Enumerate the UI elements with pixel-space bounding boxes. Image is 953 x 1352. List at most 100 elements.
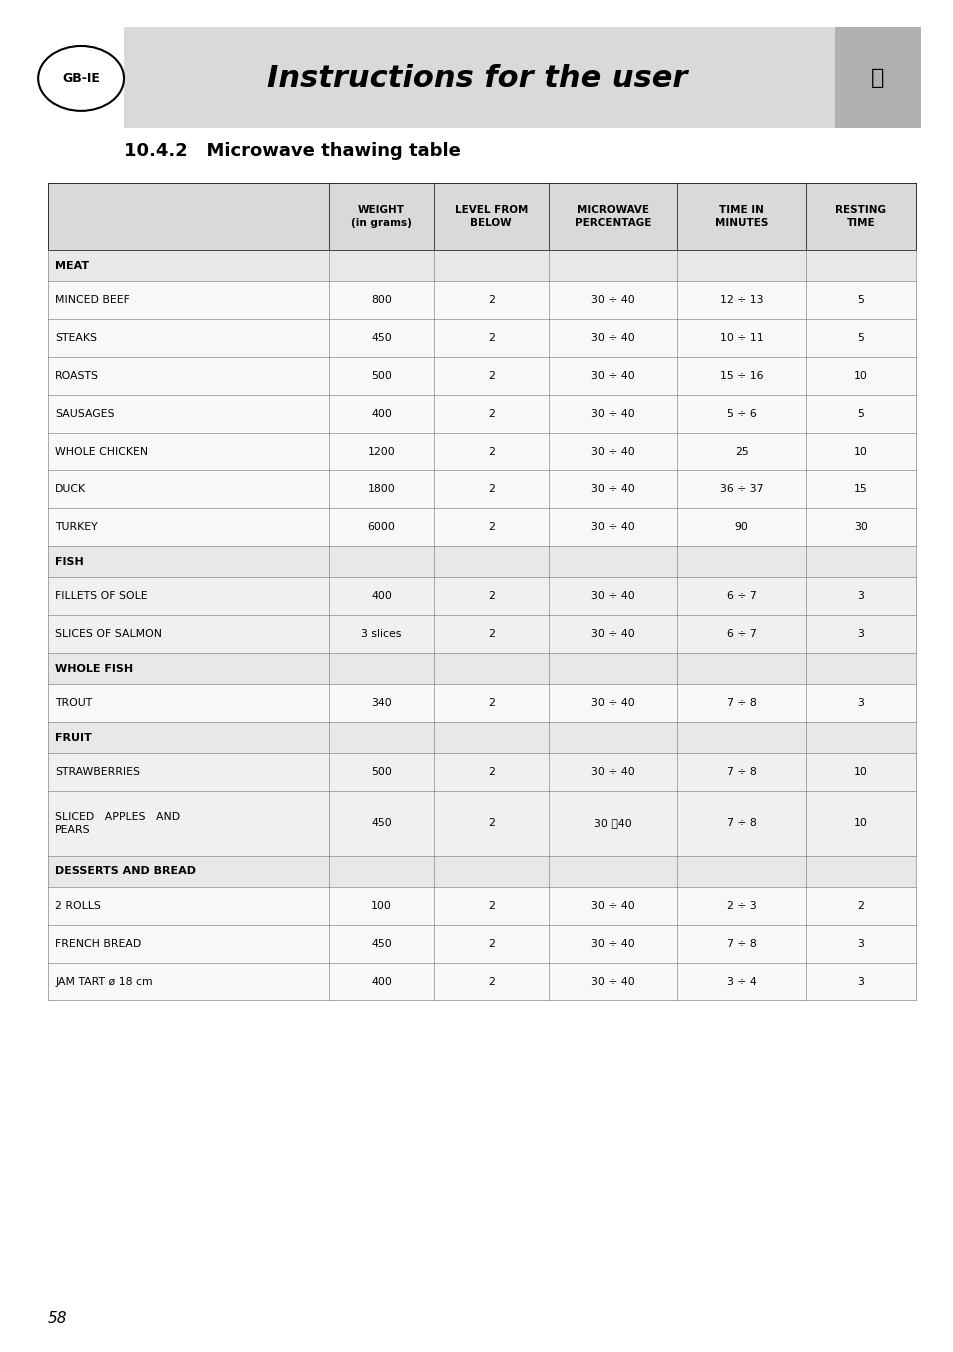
- Text: STRAWBERRIES: STRAWBERRIES: [55, 767, 140, 777]
- Text: 2: 2: [487, 295, 495, 306]
- Text: 7 ÷ 8: 7 ÷ 8: [726, 818, 756, 829]
- Text: 100: 100: [371, 900, 392, 911]
- Text: FISH: FISH: [55, 557, 84, 566]
- Text: TIME IN
MINUTES: TIME IN MINUTES: [715, 206, 767, 227]
- Text: 10: 10: [853, 767, 867, 777]
- Text: 7 ÷ 8: 7 ÷ 8: [726, 767, 756, 777]
- Text: 10: 10: [853, 446, 867, 457]
- FancyBboxPatch shape: [48, 470, 915, 508]
- Text: 2: 2: [487, 370, 495, 381]
- FancyBboxPatch shape: [48, 433, 915, 470]
- FancyBboxPatch shape: [48, 684, 915, 722]
- FancyBboxPatch shape: [48, 753, 915, 791]
- Text: SLICES OF SALMON: SLICES OF SALMON: [55, 629, 162, 639]
- FancyBboxPatch shape: [48, 722, 915, 753]
- Text: 36 ÷ 37: 36 ÷ 37: [720, 484, 762, 495]
- Text: 6 ÷ 7: 6 ÷ 7: [726, 629, 756, 639]
- Text: 3: 3: [857, 976, 863, 987]
- Text: 5: 5: [857, 333, 863, 343]
- Text: JAM TART ø 18 cm: JAM TART ø 18 cm: [55, 976, 152, 987]
- Text: 2: 2: [487, 698, 495, 708]
- Text: MEAT: MEAT: [55, 261, 90, 270]
- FancyBboxPatch shape: [48, 508, 915, 546]
- Text: 10: 10: [853, 818, 867, 829]
- Text: Instructions for the user: Instructions for the user: [267, 64, 686, 93]
- FancyBboxPatch shape: [48, 791, 915, 856]
- Text: 2: 2: [487, 333, 495, 343]
- Text: 3: 3: [857, 938, 863, 949]
- Text: 30 ÷ 40: 30 ÷ 40: [591, 900, 634, 911]
- Text: 30 ÷ 40: 30 ÷ 40: [591, 370, 634, 381]
- Text: DESSERTS AND BREAD: DESSERTS AND BREAD: [55, 867, 196, 876]
- FancyBboxPatch shape: [48, 250, 915, 281]
- FancyBboxPatch shape: [48, 925, 915, 963]
- Text: 450: 450: [371, 333, 392, 343]
- Text: 6 ÷ 7: 6 ÷ 7: [726, 591, 756, 602]
- Text: GB-IE: GB-IE: [62, 72, 100, 85]
- Text: 30 ÷ 40: 30 ÷ 40: [591, 767, 634, 777]
- Text: RESTING
TIME: RESTING TIME: [835, 206, 885, 227]
- Text: 30 ÷ 40: 30 ÷ 40: [591, 484, 634, 495]
- Text: 1200: 1200: [367, 446, 395, 457]
- Text: 3 ÷ 4: 3 ÷ 4: [726, 976, 756, 987]
- Text: 5: 5: [857, 295, 863, 306]
- Text: 15 ÷ 16: 15 ÷ 16: [720, 370, 762, 381]
- Text: 5 ÷ 6: 5 ÷ 6: [726, 408, 756, 419]
- Text: 400: 400: [371, 976, 392, 987]
- Text: 10 ÷ 11: 10 ÷ 11: [720, 333, 762, 343]
- Text: 7 ÷ 8: 7 ÷ 8: [726, 698, 756, 708]
- Text: 58: 58: [48, 1310, 67, 1326]
- Text: ROASTS: ROASTS: [55, 370, 99, 381]
- Text: 2: 2: [487, 938, 495, 949]
- Text: TROUT: TROUT: [55, 698, 92, 708]
- Text: 30 ÷ 40: 30 ÷ 40: [591, 295, 634, 306]
- FancyBboxPatch shape: [48, 546, 915, 577]
- FancyBboxPatch shape: [48, 963, 915, 1000]
- Text: 3: 3: [857, 698, 863, 708]
- Text: 3 slices: 3 slices: [361, 629, 401, 639]
- Text: 2: 2: [487, 900, 495, 911]
- Text: DUCK: DUCK: [55, 484, 87, 495]
- Text: 30: 30: [853, 522, 867, 533]
- Text: 🍴: 🍴: [870, 69, 883, 88]
- FancyBboxPatch shape: [48, 887, 915, 925]
- FancyBboxPatch shape: [48, 357, 915, 395]
- Text: 30 ⑰40: 30 ⑰40: [594, 818, 631, 829]
- Text: 30 ÷ 40: 30 ÷ 40: [591, 446, 634, 457]
- FancyBboxPatch shape: [48, 856, 915, 887]
- Text: SAUSAGES: SAUSAGES: [55, 408, 114, 419]
- Text: 30 ÷ 40: 30 ÷ 40: [591, 591, 634, 602]
- Text: 12 ÷ 13: 12 ÷ 13: [720, 295, 762, 306]
- Text: 2 ROLLS: 2 ROLLS: [55, 900, 101, 911]
- Text: 2: 2: [487, 818, 495, 829]
- Text: STEAKS: STEAKS: [55, 333, 97, 343]
- Text: 500: 500: [371, 767, 392, 777]
- Text: MICROWAVE
PERCENTAGE: MICROWAVE PERCENTAGE: [574, 206, 651, 227]
- Text: FRENCH BREAD: FRENCH BREAD: [55, 938, 141, 949]
- Text: 30 ÷ 40: 30 ÷ 40: [591, 333, 634, 343]
- Text: 2 ÷ 3: 2 ÷ 3: [726, 900, 756, 911]
- FancyBboxPatch shape: [48, 183, 915, 250]
- Text: FILLETS OF SOLE: FILLETS OF SOLE: [55, 591, 148, 602]
- Text: 2: 2: [487, 446, 495, 457]
- Text: 2: 2: [487, 591, 495, 602]
- Text: 90: 90: [734, 522, 748, 533]
- Text: 3: 3: [857, 629, 863, 639]
- Text: WEIGHT
(in grams): WEIGHT (in grams): [351, 206, 412, 227]
- Text: 2: 2: [487, 522, 495, 533]
- Text: 30 ÷ 40: 30 ÷ 40: [591, 629, 634, 639]
- Text: 2: 2: [487, 629, 495, 639]
- Text: 25: 25: [734, 446, 748, 457]
- Text: 30 ÷ 40: 30 ÷ 40: [591, 698, 634, 708]
- Text: 5: 5: [857, 408, 863, 419]
- Text: 2: 2: [487, 767, 495, 777]
- Text: 2: 2: [487, 976, 495, 987]
- Text: 400: 400: [371, 591, 392, 602]
- Text: 30 ÷ 40: 30 ÷ 40: [591, 938, 634, 949]
- FancyBboxPatch shape: [834, 27, 920, 128]
- Text: 1800: 1800: [367, 484, 395, 495]
- FancyBboxPatch shape: [48, 577, 915, 615]
- Text: 800: 800: [371, 295, 392, 306]
- Text: 7 ÷ 8: 7 ÷ 8: [726, 938, 756, 949]
- Text: 2: 2: [857, 900, 863, 911]
